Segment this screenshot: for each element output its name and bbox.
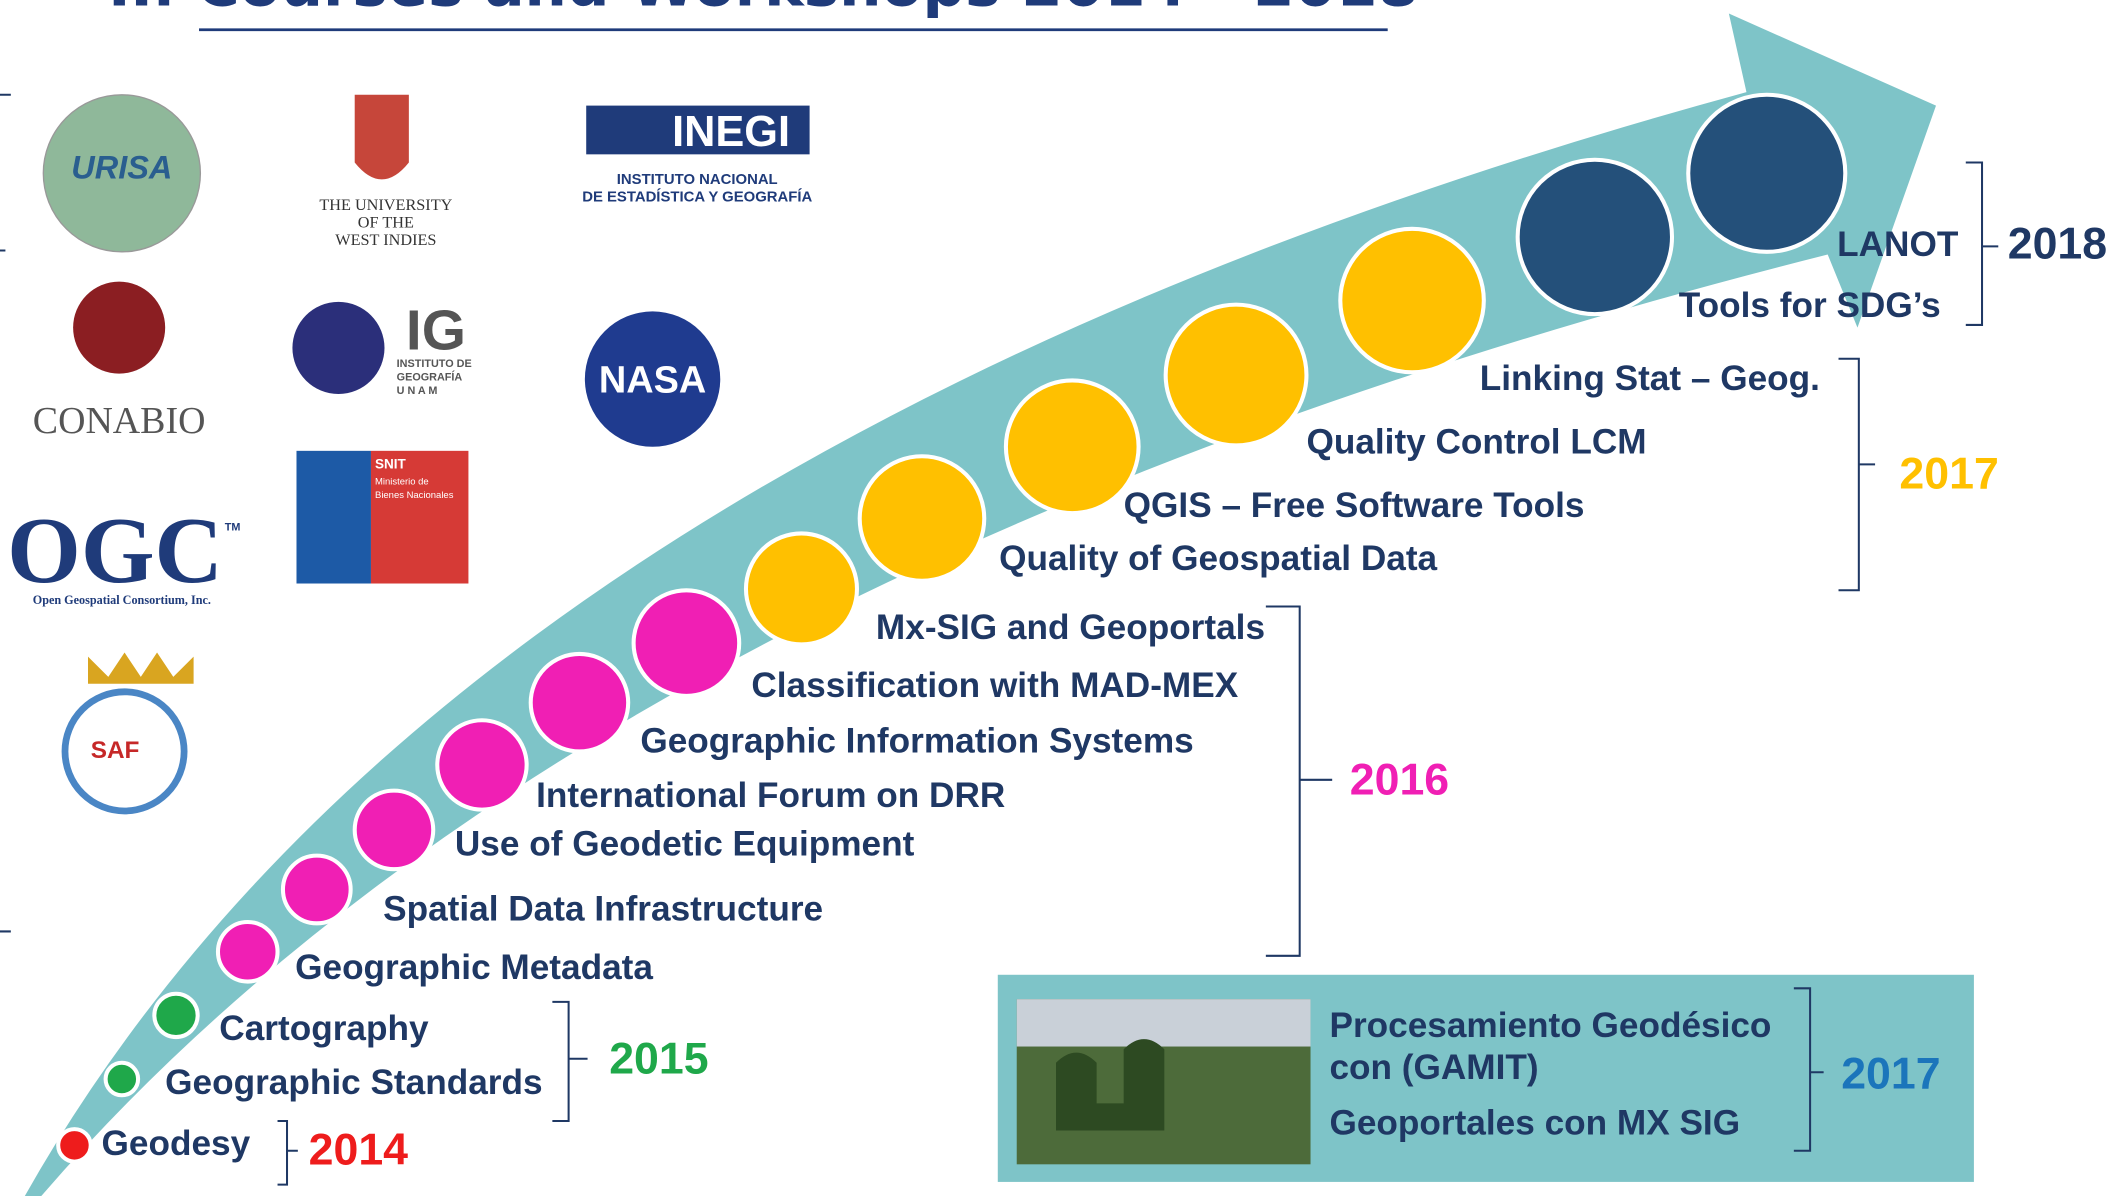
course-dot — [1340, 229, 1484, 373]
course-label: LANOT — [1837, 225, 1959, 264]
course-dot — [154, 994, 197, 1037]
course-label: Mx-SIG and Geoportals — [876, 608, 1265, 647]
box-item: Geoportales con MX SIG — [1329, 1104, 1740, 1143]
course-dot — [58, 1129, 90, 1161]
year-label: 2018 — [2008, 220, 2107, 269]
inegi-text: INSTITUTO NACIONAL — [617, 172, 778, 188]
course-dot — [860, 456, 985, 581]
ogc-name: OGC — [7, 499, 223, 603]
course-dot — [1518, 160, 1672, 314]
ig-text: GEOGRAFÍA — [397, 370, 463, 383]
ig-text: INSTITUTO DE — [397, 358, 472, 370]
saf-crown — [88, 653, 194, 684]
year-label: 2016 — [1350, 756, 1449, 805]
year-label: 2015 — [609, 1035, 708, 1084]
bracket-2017 — [1839, 359, 1876, 591]
course-label: Linking Stat – Geog. — [1480, 359, 1820, 398]
course-label: Geographic Metadata — [295, 948, 653, 987]
course-label: Quality of Geospatial Data — [999, 539, 1437, 578]
snit-blue — [296, 451, 370, 584]
course-dot — [437, 720, 526, 809]
inegi-name: INEGI — [672, 108, 790, 156]
snit-text: Ministerio de — [375, 477, 429, 488]
course-dot — [1166, 305, 1307, 446]
course-label: Geographic Standards — [165, 1063, 542, 1102]
year-label: 2017 — [1899, 450, 1998, 499]
bracket-2015 — [552, 1002, 587, 1121]
ogc-tm: TM — [225, 522, 241, 534]
course-label: Tools for SDG’s — [1679, 286, 1941, 325]
course-dot — [106, 1063, 138, 1095]
conabio-mark — [73, 282, 165, 374]
course-dot — [531, 654, 628, 751]
course-label: International Forum on DRR — [536, 776, 1005, 815]
photo-sky — [1017, 999, 1311, 1046]
box-item: con (GAMIT) — [1329, 1048, 1538, 1087]
course-dot — [1688, 95, 1845, 252]
box-item: Procesamiento Geodésico — [1329, 1006, 1771, 1045]
saf-text: SAF — [91, 737, 140, 764]
box-year: 2017 — [1841, 1049, 1940, 1098]
ogc-text: Open Geospatial Consortium, Inc. — [33, 593, 211, 607]
ig-name: IG — [406, 299, 466, 362]
uwi-text: THE UNIVERSITY — [319, 196, 452, 214]
course-dot — [355, 791, 434, 870]
urisa-text: URISA — [71, 150, 172, 186]
course-label: Quality Control LCM — [1306, 423, 1646, 462]
bracket-2014 — [278, 1121, 298, 1185]
logos: URISA THE UNIVERSITY OF THE WEST INDIES … — [7, 95, 812, 811]
course-dot — [1006, 380, 1139, 513]
course-label: Geodesy — [102, 1124, 251, 1163]
course-label: Geographic Information Systems — [640, 722, 1193, 761]
course-dot — [634, 590, 740, 696]
snit-text: Bienes Nacionales — [375, 490, 454, 501]
course-dot — [283, 856, 351, 924]
uwi-text: OF THE — [358, 213, 414, 231]
course-dot — [218, 922, 278, 982]
course-label: Classification with MAD-MEX — [751, 666, 1238, 705]
bracket-2016 — [1266, 607, 1332, 956]
course-label: QGIS – Free Software Tools — [1124, 486, 1585, 525]
uwi-crest — [355, 95, 409, 180]
nasa-text: NASA — [599, 360, 706, 402]
course-dot — [746, 533, 857, 644]
bracket-2018 — [1966, 162, 1998, 324]
title: II. Courses and Workshops 2014 - 2018 — [108, 0, 1419, 20]
inegi-text: DE ESTADÍSTICA Y GEOGRAFÍA — [582, 189, 812, 206]
year-label: 2014 — [309, 1125, 409, 1174]
uwi-text: WEST INDIES — [335, 231, 436, 249]
course-label: Use of Geodetic Equipment — [455, 825, 915, 864]
snit-name: SNIT — [375, 456, 407, 471]
course-label: Cartography — [219, 1009, 429, 1048]
course-label: Spatial Data Infrastructure — [383, 890, 823, 929]
ig-text: U N A M — [397, 385, 438, 397]
slide: II. Courses and Workshops 2014 - 2018 UR… — [0, 0, 2112, 1196]
ig-mark — [292, 302, 384, 394]
conabio-text: CONABIO — [33, 400, 206, 442]
